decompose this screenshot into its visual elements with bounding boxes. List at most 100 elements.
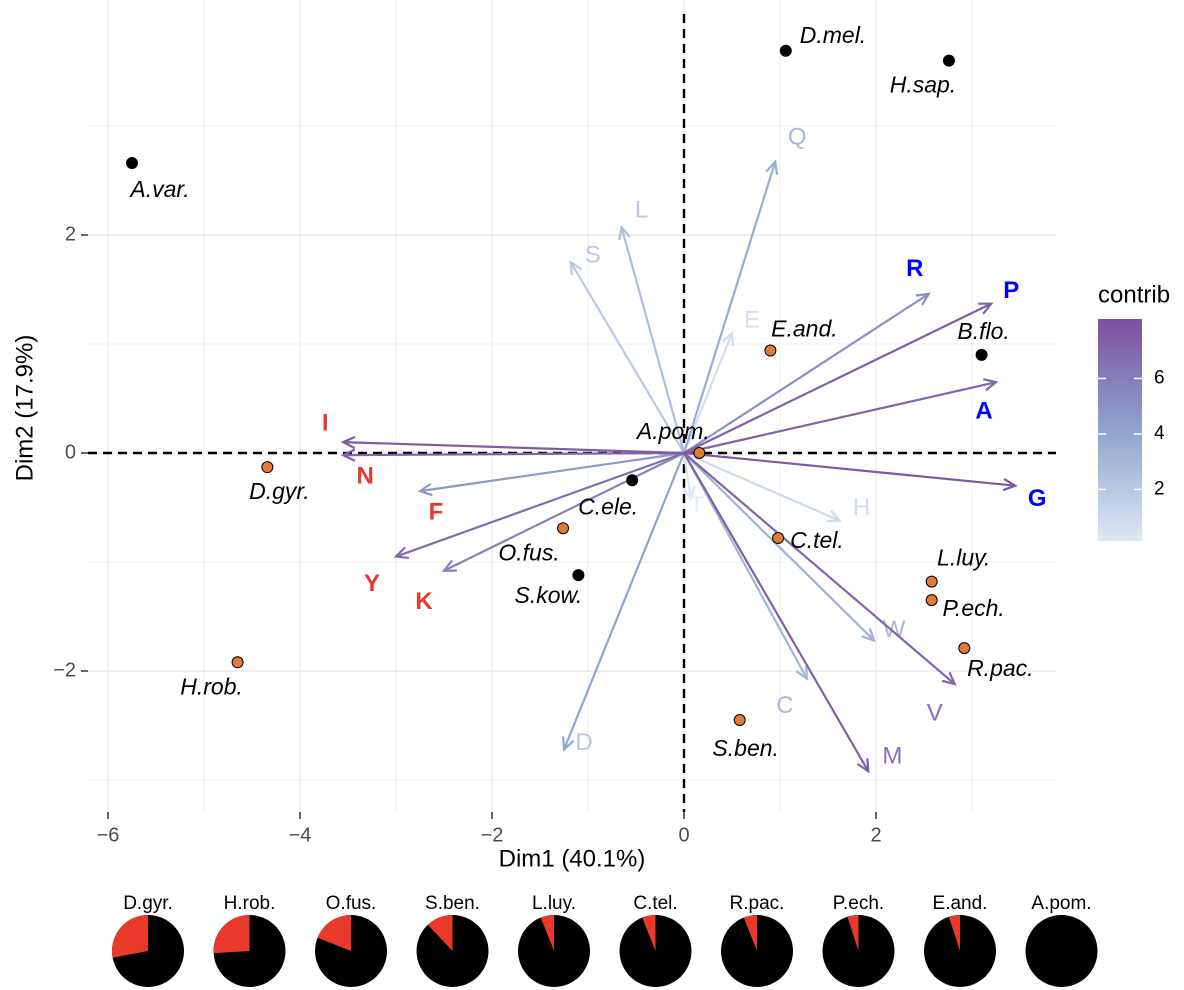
point-marker: [693, 447, 706, 459]
pie-label: O.fus.: [326, 893, 377, 914]
x-tick-label: −2: [481, 824, 504, 846]
pie-red-slice: [948, 915, 960, 951]
arrow-head: [826, 510, 842, 523]
pie-red-slice: [317, 915, 351, 951]
pie-ctel: C.tel.: [619, 893, 692, 987]
individual-lluy: L.luy.: [925, 545, 990, 588]
individual-cele: C.ele.: [578, 474, 639, 519]
y-tick-label: 2: [65, 223, 76, 245]
pie-sben: S.ben.: [416, 893, 489, 987]
arrow-shaft: [620, 227, 686, 454]
pie-label: A.pom.: [1031, 893, 1091, 914]
point-label: L.luy.: [937, 545, 990, 571]
point-marker: [925, 575, 938, 588]
variable-label: N: [357, 463, 374, 490]
arrow-head: [941, 671, 957, 686]
point-label: A.var.: [128, 176, 189, 202]
variable-label: R: [906, 255, 923, 282]
variable-label: Q: [788, 123, 807, 150]
point-marker: [572, 569, 585, 582]
point-label: H.rob.: [180, 673, 243, 699]
arrow-shaft: [562, 452, 686, 750]
arrow-head: [1002, 477, 1018, 492]
arrow-shaft: [343, 441, 685, 455]
pie-label: D.gyr.: [123, 893, 173, 914]
point-label: C.ele.: [578, 493, 638, 519]
arrow-head: [562, 736, 575, 752]
variable-label: F: [429, 498, 444, 525]
variable-arrow-E: E: [682, 306, 760, 454]
point-marker: [261, 461, 274, 474]
pie-label: C.tel.: [633, 893, 677, 914]
variable-label: H: [853, 494, 870, 521]
arrow-shaft: [683, 302, 992, 454]
point-marker: [626, 474, 639, 487]
arrow-head: [441, 559, 458, 572]
point-label: B.flo.: [957, 318, 1009, 344]
point-marker: [958, 642, 971, 655]
pie-label: E.and.: [933, 893, 988, 914]
legend-tick-label: 6: [1154, 368, 1165, 389]
arrow-shaft: [443, 452, 685, 572]
variable-label: D: [575, 729, 592, 756]
arrow-shaft: [683, 451, 840, 522]
arrow-head: [417, 482, 433, 497]
variable-arrow-T: T: [682, 452, 704, 519]
point-label: D.mel.: [800, 22, 866, 48]
pie-lluy: L.luy.: [518, 893, 590, 987]
point-label: S.ben.: [712, 735, 779, 761]
arrow-head: [618, 224, 631, 241]
x-tick-label: 0: [678, 824, 689, 846]
individual-pech: P.ech.: [925, 594, 1005, 621]
legend-tick-label: 4: [1154, 423, 1165, 444]
pie-red-slice: [847, 915, 859, 951]
pie-label: S.ben.: [425, 893, 480, 914]
arrow-head: [978, 302, 994, 315]
variable-arrow-Y: Y: [364, 451, 685, 597]
point-label: A.pom.: [635, 418, 710, 444]
pie-red-slice: [743, 915, 757, 951]
arrow-shaft: [419, 451, 685, 493]
variable-label: C: [776, 692, 793, 719]
arrow-head: [340, 448, 356, 462]
individual-dgyr: D.gyr.: [249, 461, 310, 504]
individual-dmel: D.mel.: [779, 22, 866, 57]
y-tick-label: 0: [65, 441, 76, 463]
variable-label: M: [882, 743, 902, 770]
point-label: O.fus.: [498, 539, 559, 565]
x-tick-label: −6: [97, 824, 120, 846]
arrow-head: [983, 378, 999, 392]
arrow-shaft: [683, 292, 930, 454]
arrow-shaft: [683, 451, 1016, 487]
arrow-head: [861, 627, 876, 643]
x-tick-label: 2: [870, 824, 881, 846]
point-label: R.pac.: [967, 655, 1033, 681]
arrow-shaft: [682, 452, 692, 499]
variable-label: T: [689, 492, 704, 519]
individual-apom: A.pom.: [635, 418, 710, 459]
x-tick-label: −4: [289, 824, 312, 846]
pie-label: P.ech.: [833, 893, 884, 914]
pie-eand: E.and.: [924, 893, 996, 987]
variable-arrow-N: N: [340, 448, 685, 490]
point-label: D.gyr.: [249, 478, 310, 504]
point-marker: [231, 656, 244, 669]
y-tick-label: −2: [53, 659, 76, 681]
variable-arrow-P: P: [683, 277, 1019, 454]
arrow-shaft: [682, 332, 734, 454]
arrow-shaft: [683, 452, 870, 772]
pie-red-slice: [642, 915, 656, 951]
individual-avar: A.var.: [126, 157, 190, 202]
variable-label: P: [1003, 277, 1019, 304]
arrow-head: [765, 159, 779, 175]
pie-pech: P.ech.: [822, 893, 895, 987]
pie-red-slice: [540, 915, 554, 951]
variable-arrow-S: S: [569, 242, 685, 454]
point-marker: [772, 532, 785, 545]
legend-colorbar: [1098, 319, 1142, 541]
arrow-head: [393, 546, 410, 560]
individual-skow: S.kow.: [515, 569, 585, 608]
pie-label: H.rob.: [224, 893, 276, 914]
point-label: C.tel.: [790, 527, 844, 553]
